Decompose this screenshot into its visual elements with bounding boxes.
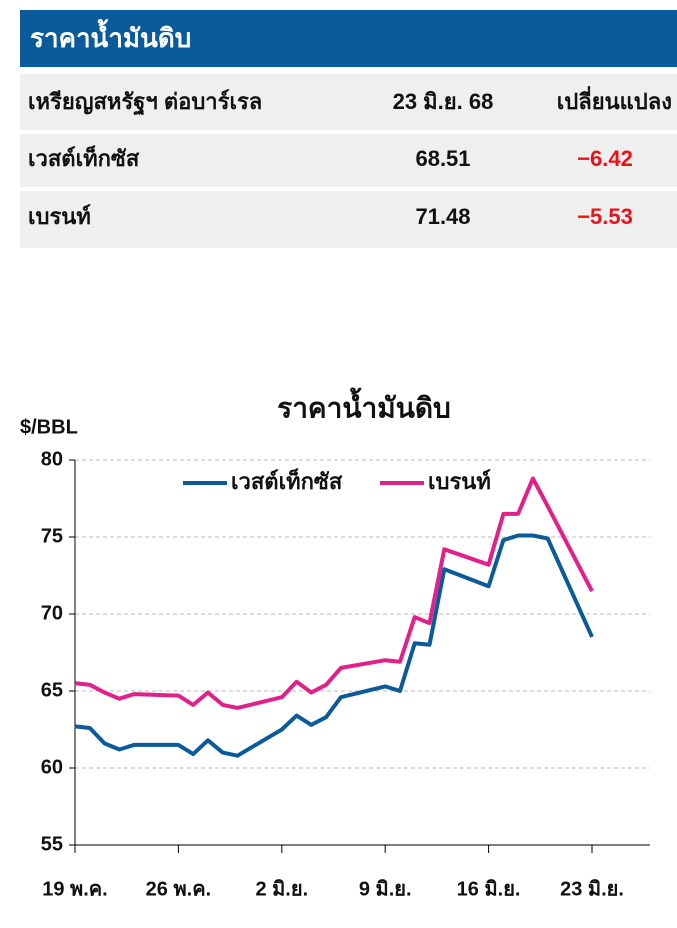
table-cell: เวสต์เท็กซัส <box>28 144 140 171</box>
y-axis-label: $/BBL <box>20 416 78 438</box>
x-tick-label: 2 มิ.ย. <box>255 878 308 900</box>
y-tick-label: 75 <box>41 525 63 547</box>
y-tick-label: 60 <box>41 756 63 778</box>
table-row-bg <box>20 191 677 248</box>
x-tick-label: 26 พ.ค. <box>146 878 211 900</box>
table-header-bg <box>20 74 677 130</box>
y-tick-label: 65 <box>41 679 63 701</box>
table-cell: เบรนท์ <box>28 204 91 229</box>
x-tick-label: 23 มิ.ย. <box>560 878 624 900</box>
x-tick-label: 16 มิ.ย. <box>457 878 521 900</box>
x-tick-label: 9 มิ.ย. <box>359 878 412 900</box>
legend-label: เวสต์เท็กซัส <box>231 467 343 494</box>
table-cell: 68.51 <box>415 146 470 171</box>
table-row-bg <box>20 134 677 187</box>
legend-label: เบรนท์ <box>428 469 491 494</box>
table-header-cell: เหรียญสหรัฐฯ ต่อบาร์เรล <box>28 89 262 116</box>
y-tick-label: 55 <box>41 833 63 855</box>
table-cell: −6.42 <box>577 146 633 171</box>
x-tick-label: 19 พ.ค. <box>42 878 107 900</box>
table-cell: 71.48 <box>415 204 470 229</box>
table-cell: −5.53 <box>577 204 633 229</box>
table-header-cell: 23 มิ.ย. 68 <box>393 89 494 114</box>
table-title: ราคาน้ำมันดิบ <box>30 18 191 53</box>
table-header-cell: เปลี่ยนแปลง <box>557 85 672 114</box>
data-line <box>74 476 594 710</box>
table-title-bar <box>20 10 677 67</box>
chart-title: ราคาน้ำมันดิบ <box>277 386 451 423</box>
data-line <box>74 533 594 758</box>
y-tick-label: 70 <box>41 602 63 624</box>
y-tick-label: 80 <box>41 448 63 470</box>
